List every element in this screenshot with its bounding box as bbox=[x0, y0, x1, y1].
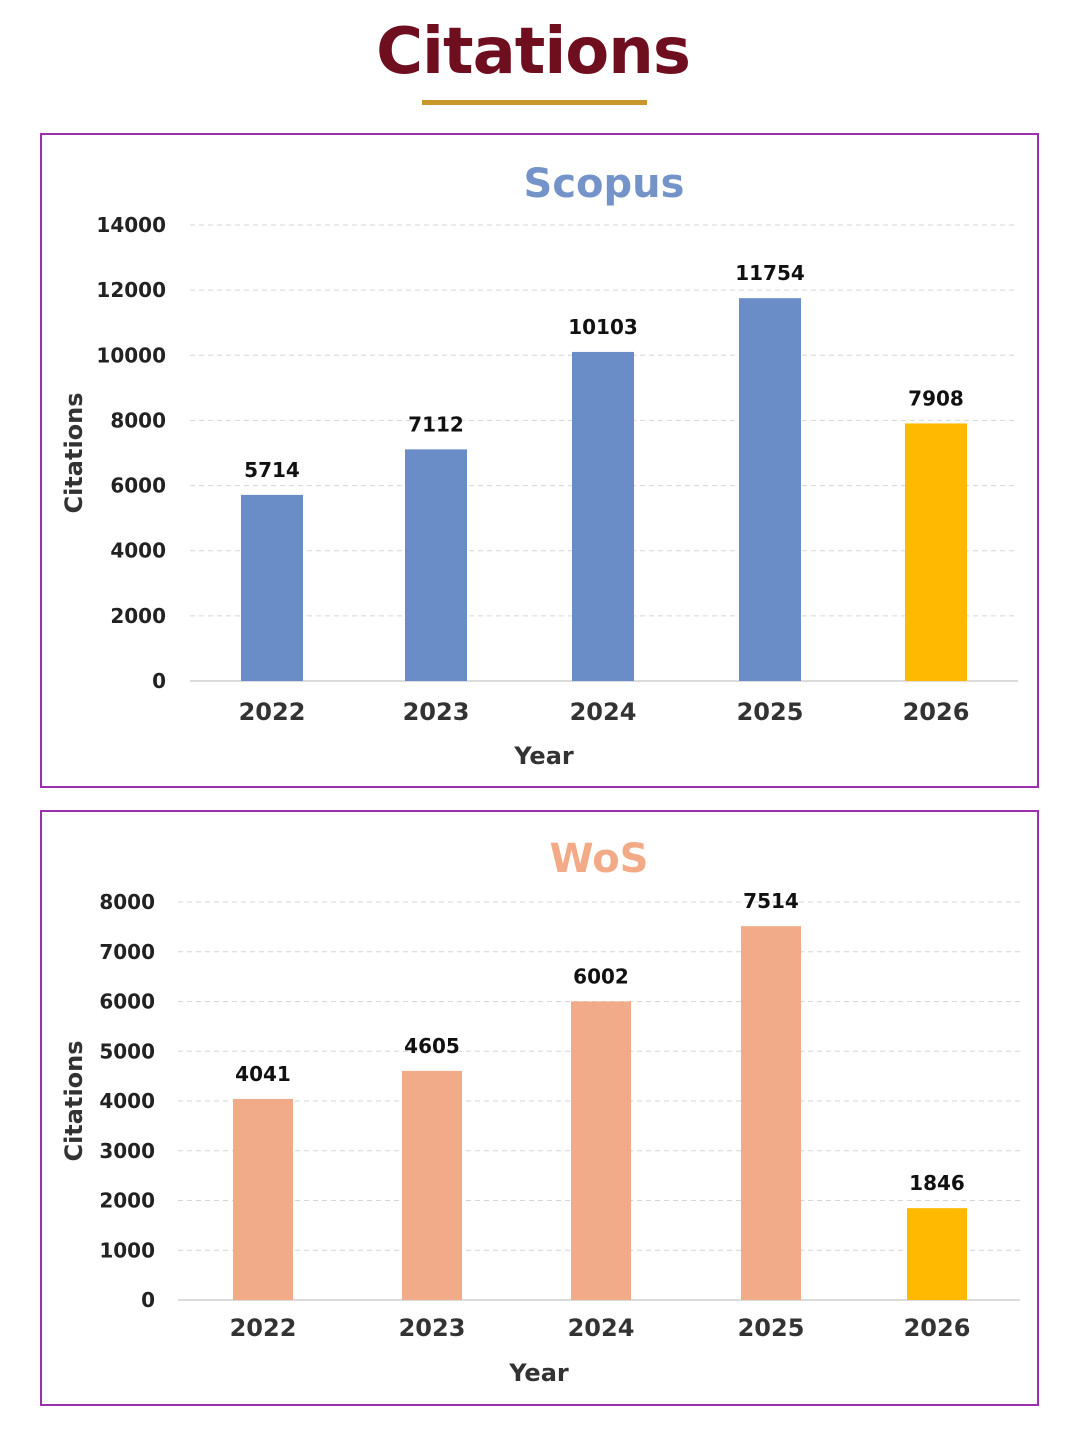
wos-y-tick-label: 7000 bbox=[99, 940, 155, 964]
wos-y-tick-label: 5000 bbox=[99, 1039, 155, 1063]
wos-x-tick-label-2023: 2023 bbox=[399, 1314, 466, 1342]
page-title: Citations bbox=[376, 15, 691, 89]
wos-y-tick-label: 2000 bbox=[99, 1189, 155, 1213]
scopus-y-tick-label: 12000 bbox=[96, 278, 166, 302]
scopus-x-axis-title: Year bbox=[513, 742, 574, 770]
scopus-y-tick-label: 8000 bbox=[110, 408, 166, 432]
wos-x-tick-label-2025: 2025 bbox=[738, 1314, 805, 1342]
scopus-data-label-2026: 7908 bbox=[908, 386, 964, 410]
wos-bar-2023 bbox=[402, 1070, 462, 1300]
wos-x-tick-label-2022: 2022 bbox=[230, 1314, 297, 1342]
scopus-chart-title: Scopus bbox=[524, 161, 685, 207]
wos-y-tick-label: 1000 bbox=[99, 1238, 155, 1262]
wos-bar-2025 bbox=[741, 926, 801, 1300]
scopus-y-tick-label: 6000 bbox=[110, 474, 166, 498]
scopus-data-label-2022: 5714 bbox=[244, 458, 300, 482]
scopus-chart-panel: Scopus 0 2000 4000 6000 8000 10000 12000 14000 57… bbox=[40, 133, 1039, 788]
scopus-y-tick-label: 14000 bbox=[96, 213, 166, 237]
scopus-bar-2025 bbox=[739, 298, 801, 681]
wos-x-tick-label-2026: 2026 bbox=[904, 1314, 971, 1342]
wos-x-tick-label-2024: 2024 bbox=[568, 1314, 635, 1342]
scopus-y-tick-label: 0 bbox=[152, 669, 166, 693]
scopus-y-tick-label: 10000 bbox=[96, 343, 166, 367]
title-underline bbox=[422, 100, 647, 105]
wos-data-label-2023: 4605 bbox=[404, 1034, 460, 1058]
wos-y-tick-label: 8000 bbox=[99, 890, 155, 914]
scopus-data-label-2023: 7112 bbox=[408, 412, 464, 436]
scopus-bar-2026 bbox=[905, 423, 967, 681]
wos-data-label-2026: 1846 bbox=[909, 1171, 965, 1195]
wos-y-tick-label: 3000 bbox=[99, 1139, 155, 1163]
wos-data-label-2024: 6002 bbox=[573, 964, 629, 988]
scopus-bar-chart: Scopus 0 2000 4000 6000 8000 10000 12000 14000 57… bbox=[60, 161, 1018, 770]
wos-bar-2022 bbox=[233, 1098, 293, 1300]
wos-y-tick-label: 4000 bbox=[99, 1089, 155, 1113]
scopus-x-tick-label-2024: 2024 bbox=[570, 698, 637, 726]
wos-y-axis-title: Citations bbox=[60, 1040, 88, 1161]
wos-x-axis-title: Year bbox=[508, 1359, 569, 1387]
scopus-x-tick-label-2022: 2022 bbox=[239, 698, 306, 726]
scopus-y-axis-title: Citations bbox=[60, 392, 88, 513]
scopus-bar-2024 bbox=[572, 351, 634, 681]
wos-bar-2026 bbox=[907, 1208, 967, 1300]
wos-bar-2024 bbox=[571, 1001, 631, 1300]
wos-chart-panel: WoS 0 1000 2000 3000 4000 5000 6000 7000 8000 4041… bbox=[40, 810, 1039, 1406]
wos-data-label-2022: 4041 bbox=[235, 1062, 291, 1086]
wos-y-tick-label: 6000 bbox=[99, 990, 155, 1014]
scopus-bar-2022 bbox=[241, 494, 303, 681]
scopus-x-tick-label-2026: 2026 bbox=[903, 698, 970, 726]
wos-y-tick-label: 0 bbox=[141, 1288, 155, 1312]
wos-bar-chart: WoS 0 1000 2000 3000 4000 5000 6000 7000 8000 4041… bbox=[60, 836, 1020, 1387]
wos-chart-title: WoS bbox=[550, 836, 649, 882]
wos-data-label-2025: 7514 bbox=[743, 889, 799, 913]
scopus-y-tick-label: 2000 bbox=[110, 604, 166, 628]
scopus-data-label-2024: 10103 bbox=[568, 315, 638, 339]
scopus-x-tick-label-2025: 2025 bbox=[737, 698, 804, 726]
scopus-y-tick-label: 4000 bbox=[110, 539, 166, 563]
scopus-data-label-2025: 11754 bbox=[735, 261, 805, 285]
scopus-x-tick-label-2023: 2023 bbox=[403, 698, 470, 726]
scopus-bar-2023 bbox=[405, 449, 467, 681]
